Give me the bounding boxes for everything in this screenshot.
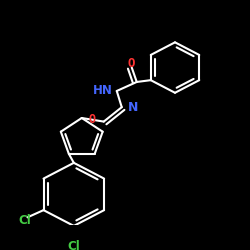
Text: Cl: Cl <box>18 214 31 228</box>
Text: O: O <box>89 113 96 126</box>
Text: N: N <box>128 101 138 114</box>
Text: HN: HN <box>93 84 113 96</box>
Text: O: O <box>127 58 134 70</box>
Text: Cl: Cl <box>68 240 80 250</box>
